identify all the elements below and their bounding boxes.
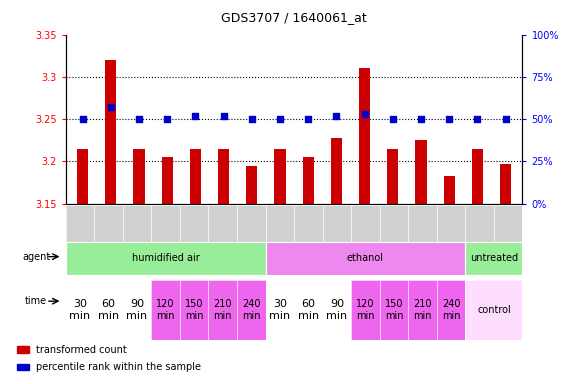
- Point: [219, 113, 228, 119]
- Bar: [134, 149, 144, 204]
- Bar: [472, 149, 483, 204]
- Text: humidified air: humidified air: [132, 253, 199, 263]
- Bar: [274, 149, 286, 204]
- Text: ethanol: ethanol: [347, 253, 384, 263]
- Text: 60
min: 60 min: [298, 299, 319, 321]
- Text: 30
min: 30 min: [270, 299, 290, 321]
- Bar: [162, 157, 173, 204]
- Text: time: time: [25, 296, 47, 306]
- Text: 30
min: 30 min: [70, 299, 90, 321]
- Text: 150
min: 150 min: [385, 299, 403, 321]
- Text: 120
min: 120 min: [356, 299, 375, 321]
- Text: 240
min: 240 min: [442, 299, 460, 321]
- Bar: [331, 137, 342, 204]
- Bar: [415, 140, 427, 204]
- Text: 210
min: 210 min: [214, 299, 232, 321]
- Bar: [387, 149, 399, 204]
- Bar: [77, 149, 89, 204]
- Bar: [17, 346, 29, 353]
- Point: [360, 111, 369, 117]
- Point: [473, 116, 482, 122]
- Bar: [17, 364, 29, 371]
- Point: [388, 116, 397, 122]
- Text: 240
min: 240 min: [242, 299, 260, 321]
- Text: GDS3707 / 1640061_at: GDS3707 / 1640061_at: [221, 12, 367, 25]
- Text: control: control: [477, 305, 511, 315]
- Bar: [444, 177, 455, 204]
- Point: [78, 116, 87, 122]
- Text: untreated: untreated: [470, 253, 518, 263]
- Bar: [246, 166, 258, 204]
- Point: [501, 116, 510, 122]
- Bar: [105, 60, 116, 204]
- Point: [134, 116, 143, 122]
- Bar: [190, 149, 201, 204]
- Bar: [303, 157, 314, 204]
- Point: [332, 113, 341, 119]
- Text: 90
min: 90 min: [127, 299, 147, 321]
- Text: 120
min: 120 min: [156, 299, 175, 321]
- Text: 150
min: 150 min: [185, 299, 203, 321]
- Text: agent: agent: [22, 252, 50, 262]
- Point: [163, 116, 172, 122]
- Text: 90
min: 90 min: [327, 299, 347, 321]
- Point: [445, 116, 454, 122]
- Bar: [359, 68, 370, 204]
- Point: [247, 116, 256, 122]
- Text: percentile rank within the sample: percentile rank within the sample: [36, 362, 201, 372]
- Bar: [500, 164, 511, 204]
- Point: [275, 116, 284, 122]
- Text: 60
min: 60 min: [98, 299, 119, 321]
- Text: 210
min: 210 min: [413, 299, 432, 321]
- Point: [416, 116, 425, 122]
- Text: transformed count: transformed count: [36, 345, 127, 355]
- Bar: [218, 149, 229, 204]
- Point: [106, 104, 115, 110]
- Point: [191, 113, 200, 119]
- Point: [304, 116, 313, 122]
